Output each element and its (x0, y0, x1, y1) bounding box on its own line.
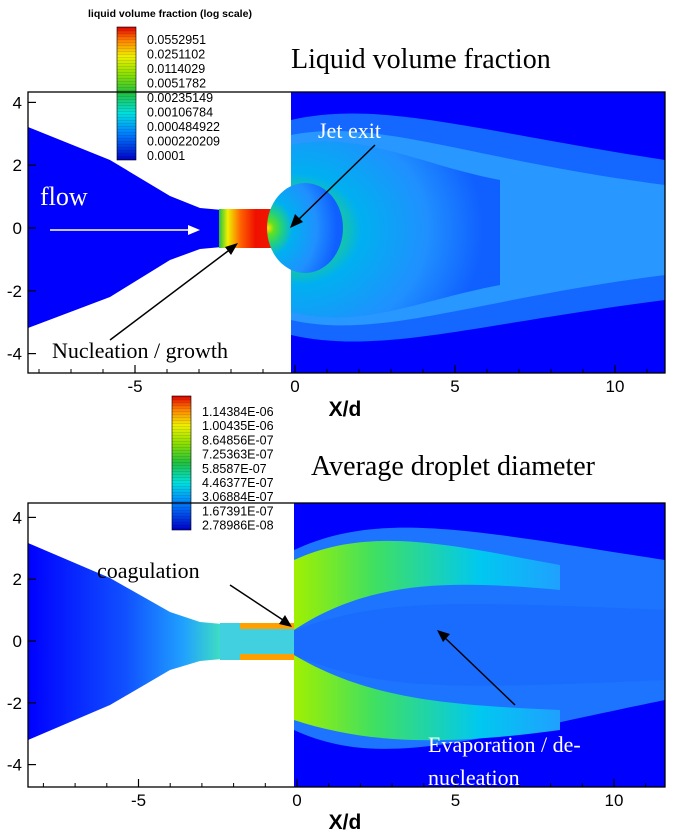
x-tick-label: 5 (451, 791, 460, 810)
colorbar-label: 7.25363E-07 (202, 448, 274, 462)
coagulation-arrow (229, 584, 287, 623)
bottom-panel: 1.14384E-061.00435E-068.64856E-077.25363… (7, 395, 666, 834)
x-tick-label: -5 (131, 791, 146, 810)
colorbar-label: 8.64856E-07 (202, 433, 274, 447)
y-tick-label: -4 (7, 345, 22, 364)
colorbar-label: 0.0251102 (147, 48, 205, 62)
y-tick-label: 0 (13, 219, 22, 238)
y-tick-label: -2 (7, 282, 22, 301)
colorbar-label: 2.78986E-08 (202, 519, 274, 533)
annotation-coagulation: coagulation (97, 558, 200, 583)
y-tick-label: 0 (13, 632, 22, 651)
evaporation-arrow (442, 635, 516, 706)
y-tick-label: 2 (13, 156, 22, 175)
x-tick-label: 0 (290, 377, 299, 396)
panel-title: Liquid volume fraction (291, 44, 551, 75)
x-tick-label: 10 (606, 377, 625, 396)
colorbar-label: 0.0114029 (147, 62, 205, 76)
top-panel: liquid volume fraction (log scale) 0.055… (7, 8, 666, 421)
nucleation-arrow (109, 247, 233, 341)
annotation-evaporation: Evaporation / de- (428, 732, 581, 757)
x-tick-label: 5 (450, 377, 459, 396)
annotation-denucleation: nucleation (428, 765, 520, 790)
axes-ticks: -5 0 5 10 4 2 0 -2 -4 X/d (7, 508, 647, 834)
colorbar-label: 0.0552951 (147, 33, 206, 47)
colorbar-label: 1.67391E-07 (202, 504, 274, 518)
colorbar-label: 3.06884E-07 (202, 490, 274, 504)
x-axis-label: X/d (329, 398, 362, 421)
annotation-flow: flow (40, 182, 88, 211)
colorbar-labels: 1.14384E-061.00435E-068.64856E-077.25363… (202, 405, 274, 533)
axes-frame (27, 502, 666, 788)
colorbar-label: 0.000220209 (147, 135, 220, 149)
colorbar-label: 4.46377E-07 (202, 476, 274, 490)
colorbar-labels: 0.05529510.02511020.01140290.00517820.00… (147, 33, 220, 163)
colorbar-label: 0.00106784 (147, 106, 213, 120)
y-tick-label: -2 (7, 694, 22, 713)
colorbar-label: 1.00435E-06 (202, 419, 274, 433)
colorbar-label: 5.8587E-07 (202, 462, 267, 476)
colorbar-label: 0.0001 (147, 149, 185, 163)
axes-frame (27, 91, 666, 374)
x-axis-label: X/d (329, 811, 362, 834)
y-tick-label: -4 (7, 756, 22, 775)
x-tick-label: 0 (292, 791, 301, 810)
colorbar-label: 0.000484922 (147, 120, 220, 134)
colorbar-label: 0.00235149 (147, 91, 213, 105)
panel-title: Average droplet diameter (311, 451, 596, 482)
colorbar-label: 0.0051782 (147, 77, 206, 91)
nozzle-region (28, 127, 222, 328)
x-tick-label: 10 (605, 791, 624, 810)
y-tick-label: 4 (13, 508, 22, 527)
colorbar-title: liquid volume fraction (log scale) (88, 8, 252, 20)
jet-exit-arrow (295, 144, 376, 223)
nozzle-region (28, 543, 222, 740)
annotation-jet-exit: Jet exit (318, 118, 381, 143)
y-tick-label: 4 (13, 93, 22, 112)
colorbar-label: 1.14384E-06 (202, 405, 274, 419)
annotation-nucleation: Nucleation / growth (52, 338, 228, 363)
y-tick-label: 2 (13, 570, 22, 589)
x-tick-label: -5 (127, 377, 142, 396)
axes-ticks: -5 0 5 10 4 2 0 -2 -4 X/d (7, 93, 648, 421)
